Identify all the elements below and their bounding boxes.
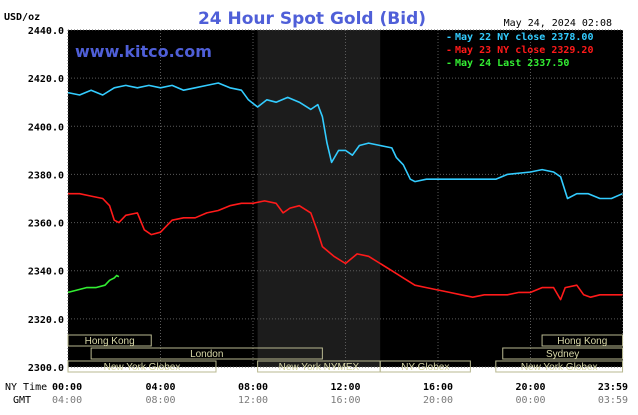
x-tick-label-gmt: 04:00 [52,395,82,406]
legend-entry: May 22 NY close 2378.00 [455,32,593,43]
legend-entry: May 23 NY close 2329.20 [455,45,593,56]
x-tick-label-gmt: 12:00 [238,395,268,406]
session-bar [67,334,152,347]
price-series [67,82,623,301]
series-line [68,192,623,301]
session-bar [90,347,323,360]
session-label: New York Globex [521,362,598,373]
x-tick-label-ny: 12:00 [330,382,360,393]
y-tick-label: 2380.0 [28,170,64,181]
market-sessions: Hong Kong Hong Kong London Sydney New York G… [67,334,624,373]
chart-title: 24 Hour Spot Gold (Bid) [198,9,426,29]
unit-label: USD/oz [4,12,40,23]
timestamp: May 24, 2024 02:08 [504,18,612,29]
y-tick-label: 2400.0 [28,122,64,133]
x-tick-label-gmt: 20:00 [423,395,453,406]
legend-marker: - [446,45,452,56]
nymex-session-highlight [257,30,381,367]
session-bar [67,360,217,373]
x-axis-ny-label: NY Time [5,382,47,393]
y-tick-label: 2440.0 [28,26,64,37]
legend-marker: - [446,32,452,43]
x-tick-label-ny: 16:00 [423,382,453,393]
y-tick-label: 2320.0 [28,315,64,326]
session-bar [541,334,624,347]
session-label: Sydney [546,349,579,360]
session-label: Hong Kong [85,336,135,347]
grid-lines [67,29,624,368]
x-axis-gmt-label: GMT [13,395,31,406]
y-tick-label: 2360.0 [28,219,64,230]
x-tick-label-ny: 23:59 [598,382,628,393]
session-bar [379,360,471,373]
x-tick-label-ny: 04:00 [145,382,175,393]
session-bar [502,347,624,360]
session-label: New York Globex [104,362,181,373]
x-tick-label-gmt: 00:00 [515,395,545,406]
x-tick-label-gmt: 03:59 [598,395,628,406]
x-tick-label-gmt: 16:00 [330,395,360,406]
y-tick-label: 2300.0 [28,363,64,374]
website-link[interactable]: www.kitco.com [75,42,212,61]
legend-entry: May 24 Last 2337.50 [455,58,569,69]
session-label: NY Globex [401,362,449,373]
series-line [67,274,120,294]
session-bar [495,360,624,373]
session-label: Hong Kong [557,336,607,347]
x-tick-label-ny: 08:00 [238,382,268,393]
legend-marker: - [446,58,452,69]
y-tick-label: 2340.0 [28,267,64,278]
legend: - May 22 NY close 2378.00- May 23 NY close… [446,32,593,69]
series-line [67,82,623,200]
session-label: London [190,349,223,360]
x-tick-label-ny: 20:00 [515,382,545,393]
y-axis-ticks: 2440.0 2420.0 2400.0 2380.0 2360.0 2340.0 2320… [28,26,64,374]
y-tick-label: 2420.0 [28,74,64,85]
x-tick-label-gmt: 08:00 [145,395,175,406]
session-label: New York NYMEX [279,362,360,373]
x-tick-label-ny: 00:00 [52,382,82,393]
x-axis-ticks: 00:00 04:00 04:00 08:00 08:00 12:00 12:00 16:00… [52,382,628,406]
